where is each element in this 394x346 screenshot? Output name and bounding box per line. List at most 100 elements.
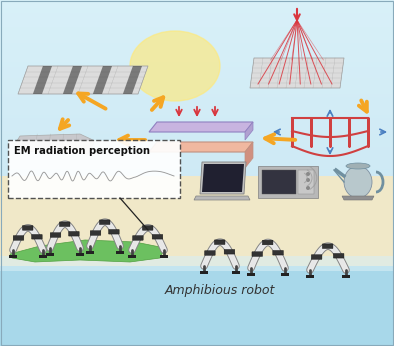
Bar xyxy=(0,153,394,156)
Polygon shape xyxy=(149,122,253,132)
Ellipse shape xyxy=(344,166,372,198)
Bar xyxy=(0,124,394,126)
Bar xyxy=(0,247,394,249)
Bar xyxy=(0,193,394,196)
Polygon shape xyxy=(298,170,314,194)
Bar xyxy=(0,252,394,254)
Polygon shape xyxy=(262,170,296,194)
Bar xyxy=(0,142,394,145)
Bar xyxy=(0,279,394,280)
FancyBboxPatch shape xyxy=(262,240,273,245)
Polygon shape xyxy=(18,66,148,94)
Bar xyxy=(0,209,394,212)
Bar xyxy=(0,289,394,290)
Bar xyxy=(0,174,394,177)
FancyBboxPatch shape xyxy=(8,140,180,198)
Bar xyxy=(0,257,394,259)
Bar xyxy=(0,3,394,6)
Bar xyxy=(0,308,394,310)
Bar xyxy=(0,223,394,225)
Bar xyxy=(281,273,289,276)
Bar xyxy=(0,64,394,67)
Bar xyxy=(0,315,394,316)
Bar xyxy=(116,251,124,254)
Bar xyxy=(0,272,394,274)
Bar xyxy=(0,284,394,285)
Bar xyxy=(0,341,394,343)
Bar xyxy=(0,295,394,297)
Bar xyxy=(0,40,394,43)
Bar xyxy=(0,29,394,32)
Bar xyxy=(0,254,394,256)
Bar xyxy=(0,199,394,201)
Bar xyxy=(0,293,394,295)
Bar xyxy=(0,89,394,91)
FancyBboxPatch shape xyxy=(109,229,119,234)
Bar xyxy=(0,16,394,19)
Bar xyxy=(0,19,394,21)
Bar xyxy=(0,54,394,56)
Bar xyxy=(0,303,394,305)
Bar xyxy=(86,251,94,254)
Bar xyxy=(0,188,394,190)
Bar xyxy=(0,8,394,11)
Bar xyxy=(0,62,394,64)
Bar xyxy=(0,343,394,344)
Bar xyxy=(0,285,394,287)
Bar xyxy=(247,273,255,276)
Bar xyxy=(0,277,394,279)
FancyBboxPatch shape xyxy=(132,236,143,240)
Bar xyxy=(0,274,394,275)
Bar xyxy=(0,107,394,110)
Ellipse shape xyxy=(130,31,220,101)
Bar xyxy=(0,172,394,174)
Bar xyxy=(0,333,394,335)
Bar xyxy=(160,255,168,258)
Bar xyxy=(0,318,394,320)
Bar xyxy=(0,91,394,94)
Bar xyxy=(0,0,394,3)
Bar xyxy=(0,32,394,35)
Bar xyxy=(306,275,314,278)
Bar xyxy=(0,219,394,221)
Polygon shape xyxy=(123,66,142,94)
Bar xyxy=(0,113,394,115)
FancyBboxPatch shape xyxy=(311,255,322,259)
Bar xyxy=(0,139,394,142)
FancyBboxPatch shape xyxy=(99,220,110,225)
Bar xyxy=(0,338,394,339)
Bar xyxy=(0,158,394,161)
Bar xyxy=(0,5,394,8)
Bar xyxy=(0,169,394,172)
FancyBboxPatch shape xyxy=(90,231,101,235)
FancyBboxPatch shape xyxy=(252,252,262,256)
Bar xyxy=(0,224,394,226)
Bar xyxy=(0,48,394,51)
Bar xyxy=(0,70,394,72)
Bar xyxy=(0,323,394,325)
Bar xyxy=(0,104,394,107)
Bar xyxy=(0,256,394,257)
FancyBboxPatch shape xyxy=(214,240,225,245)
Bar xyxy=(0,83,394,86)
Bar xyxy=(0,13,394,16)
FancyBboxPatch shape xyxy=(322,244,333,248)
Bar xyxy=(0,150,394,153)
Bar xyxy=(200,271,208,274)
Polygon shape xyxy=(194,196,250,200)
Polygon shape xyxy=(258,166,318,198)
Bar xyxy=(0,164,394,166)
Polygon shape xyxy=(202,164,244,192)
Polygon shape xyxy=(15,134,95,154)
Bar xyxy=(0,313,394,315)
Bar xyxy=(0,336,394,338)
Bar xyxy=(0,310,394,311)
Bar xyxy=(0,72,394,75)
Bar xyxy=(0,316,394,318)
Circle shape xyxy=(306,172,310,176)
Bar xyxy=(0,321,394,323)
Bar xyxy=(0,166,394,169)
Bar xyxy=(0,51,394,54)
Bar xyxy=(0,320,394,321)
Bar xyxy=(0,147,394,150)
